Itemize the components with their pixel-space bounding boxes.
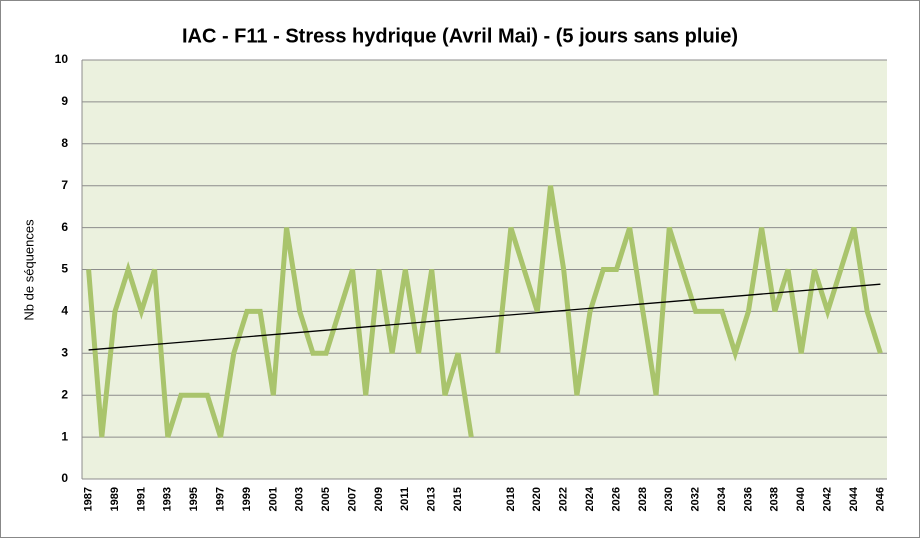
x-tick-label: 2001 (267, 487, 279, 511)
x-tick-label: 2024 (584, 486, 596, 511)
x-tick-label: 2018 (505, 487, 517, 511)
x-tick-label: 1991 (135, 487, 147, 511)
data-line (86, 185, 883, 438)
x-tick-label: 2046 (874, 487, 886, 511)
y-tick-label: 9 (61, 94, 68, 108)
x-tick-label: 2032 (690, 487, 702, 511)
x-tick-label: 2005 (320, 487, 332, 511)
x-tick-label: 2030 (663, 487, 675, 511)
x-tick-label: 2015 (452, 487, 464, 511)
y-tick-label: 6 (61, 220, 68, 234)
chart-title: IAC - F11 - Stress hydrique (Avril Mai) … (182, 25, 738, 47)
y-tick-label: 4 (61, 304, 68, 318)
x-tick-label: 2022 (558, 487, 570, 511)
x-tick-label: 1989 (109, 487, 121, 511)
y-tick-label: 10 (55, 52, 69, 66)
x-tick-label: 1999 (241, 487, 253, 511)
x-tick-label: 2044 (848, 486, 860, 511)
x-tick-label: 2040 (795, 487, 807, 511)
x-tick-label: 2013 (426, 487, 438, 511)
x-tick-label: 1997 (214, 487, 226, 511)
x-tick-label: 1995 (188, 487, 200, 511)
x-tick-label: 2020 (531, 487, 543, 511)
y-tick-label: 1 (61, 429, 68, 443)
x-tick-label: 2034 (716, 486, 728, 511)
x-tick-label: 2038 (769, 487, 781, 511)
x-tick-label: 2009 (373, 487, 385, 511)
x-tick-label: 2011 (399, 487, 411, 511)
y-tick-label: 5 (61, 262, 68, 276)
x-tick-label: 1987 (83, 487, 95, 511)
y-tick-label: 8 (61, 136, 68, 150)
x-tick-label: 2007 (346, 487, 358, 511)
x-tick-label: 2028 (637, 487, 649, 511)
y-axis-label: Nb de séquences (21, 219, 36, 321)
x-tick-label: 1993 (162, 487, 174, 511)
y-tick-label: 7 (61, 178, 68, 192)
y-tick-label: 3 (61, 345, 68, 359)
trend-line (88, 283, 881, 351)
y-tick-label: 0 (61, 471, 68, 485)
x-tick-label: 2036 (742, 487, 754, 511)
y-tick-label: 2 (61, 387, 68, 401)
x-tick-label: 2042 (822, 487, 834, 511)
x-tick-label: 2026 (610, 487, 622, 511)
x-tick-label: 2003 (294, 487, 306, 511)
